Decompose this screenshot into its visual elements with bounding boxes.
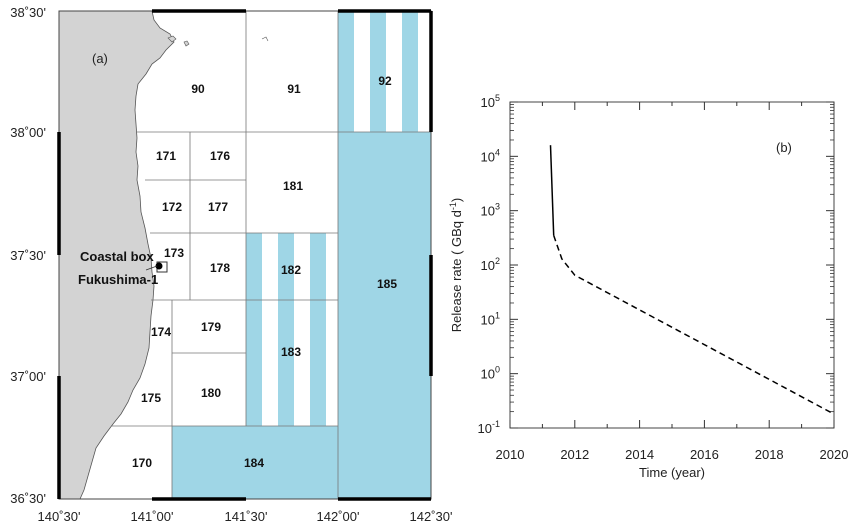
- y-tick-label: 102: [481, 256, 500, 273]
- series-line-dashed: [552, 235, 835, 415]
- island: [167, 35, 177, 43]
- lon-tick-labels: 140˚30' 141˚00' 141˚30' 142˚00' 142˚30': [38, 509, 453, 524]
- y-axis-label-main: Release rate ( GBq d: [449, 210, 464, 332]
- box-label-175: 175: [141, 391, 161, 405]
- box-label-173: 173: [164, 246, 184, 260]
- y-tick-label-exp: 3: [495, 202, 500, 212]
- y-tick-label-exp: 2: [495, 256, 500, 266]
- y-tick-label: 101: [481, 310, 500, 327]
- annotation-fukushima-1: Fukushima-1: [78, 272, 158, 287]
- lon-tick-label: 141˚30': [225, 509, 268, 524]
- x-tick-label: 2014: [625, 447, 654, 462]
- box-label-177: 177: [208, 200, 228, 214]
- x-tick-label: 2010: [496, 447, 525, 462]
- annotation-coastal-box: Coastal box: [80, 249, 154, 264]
- box-grid: [112, 11, 431, 499]
- box-184-fill: [172, 426, 338, 499]
- box-label-172: 172: [162, 200, 182, 214]
- y-tick-label-base: 10: [481, 204, 495, 219]
- x-ticks: 2010 2012 2014 2016 2018 2020: [496, 102, 849, 462]
- y-tick-label-exp: -1: [492, 419, 500, 429]
- x-axis-label: Time (year): [639, 465, 705, 480]
- y-axis-label-sup: -1: [448, 202, 458, 210]
- x-tick-label: 2016: [690, 447, 719, 462]
- y-tick-label: 105: [481, 93, 500, 110]
- y-tick-label: 104: [481, 147, 500, 164]
- lat-tick-label: 38˚00': [10, 125, 46, 140]
- box-92-stripes: [338, 11, 418, 132]
- lat-tick-label: 36˚30': [10, 491, 46, 506]
- box-label-91: 91: [287, 82, 301, 96]
- lon-tick-label: 142˚00': [317, 509, 360, 524]
- box-label-183: 183: [281, 345, 301, 359]
- y-tick-label-base: 10: [481, 258, 495, 273]
- box-label-171: 171: [156, 149, 176, 163]
- y-tick-label-base: 10: [481, 367, 495, 382]
- y-tick-label-base: 10: [481, 312, 495, 327]
- y-tick-label: 10-1: [478, 419, 500, 436]
- lon-tick-label: 141˚00': [131, 509, 174, 524]
- y-tick-label: 100: [481, 365, 500, 382]
- annotation-leader: [145, 265, 158, 271]
- y-tick-label-exp: 4: [495, 147, 500, 157]
- box-label-178: 178: [210, 261, 230, 275]
- map-frame-thick: [57, 9, 433, 501]
- lat-tick-label: 37˚30': [10, 248, 46, 263]
- series-lines: [549, 145, 835, 415]
- box-label-182: 182: [281, 263, 301, 277]
- map-panel: (a) Coastal box Fukushima-1 90 91 92 171 176…: [10, 5, 452, 524]
- island: [183, 40, 190, 47]
- box-labels: 90 91 92 171 176 172 177 181 173 178 182 185 174 179 1…: [132, 74, 397, 470]
- plot-panel-label: (b): [776, 140, 792, 155]
- lon-tick-label: 140˚30': [38, 509, 81, 524]
- fukushima-1-marker: [155, 262, 163, 270]
- y-tick-label: 103: [481, 202, 500, 219]
- island: [261, 36, 269, 42]
- x-tick-label: 2018: [755, 447, 784, 462]
- box-label-174: 174: [151, 325, 171, 339]
- x-tick-label: 2020: [820, 447, 849, 462]
- box-182-183-stripes: [246, 233, 326, 426]
- y-axis-label-close: ): [449, 198, 464, 202]
- box-label-179: 179: [201, 320, 221, 334]
- lat-tick-label: 37˚00': [10, 369, 46, 384]
- box-185-fill: [338, 132, 431, 499]
- series-line-solid: [549, 145, 555, 236]
- box-label-181: 181: [283, 179, 303, 193]
- box-label-90: 90: [191, 82, 205, 96]
- land-mass: [58, 10, 175, 500]
- box-label-92: 92: [378, 74, 392, 88]
- lon-tick-label: 142˚30': [410, 509, 453, 524]
- y-axis-label: Release rate ( GBq d-1): [448, 198, 464, 332]
- box-label-170: 170: [132, 456, 152, 470]
- lat-tick-label: 38˚30': [10, 5, 46, 20]
- box-label-184: 184: [244, 456, 264, 470]
- box-label-185: 185: [377, 277, 397, 291]
- y-tick-label-base: 10: [478, 421, 492, 436]
- y-tick-label-base: 10: [481, 149, 495, 164]
- y-tick-label-exp: 1: [495, 310, 500, 320]
- box-label-180: 180: [201, 386, 221, 400]
- y-tick-label-base: 10: [481, 95, 495, 110]
- y-tick-label-exp: 5: [495, 93, 500, 103]
- x-tick-label: 2012: [560, 447, 589, 462]
- lat-tick-labels: 38˚30' 38˚00' 37˚30' 37˚00' 36˚30': [10, 5, 46, 506]
- y-tick-label-exp: 0: [495, 365, 500, 375]
- map-panel-label: (a): [92, 51, 108, 66]
- box-label-176: 176: [210, 149, 230, 163]
